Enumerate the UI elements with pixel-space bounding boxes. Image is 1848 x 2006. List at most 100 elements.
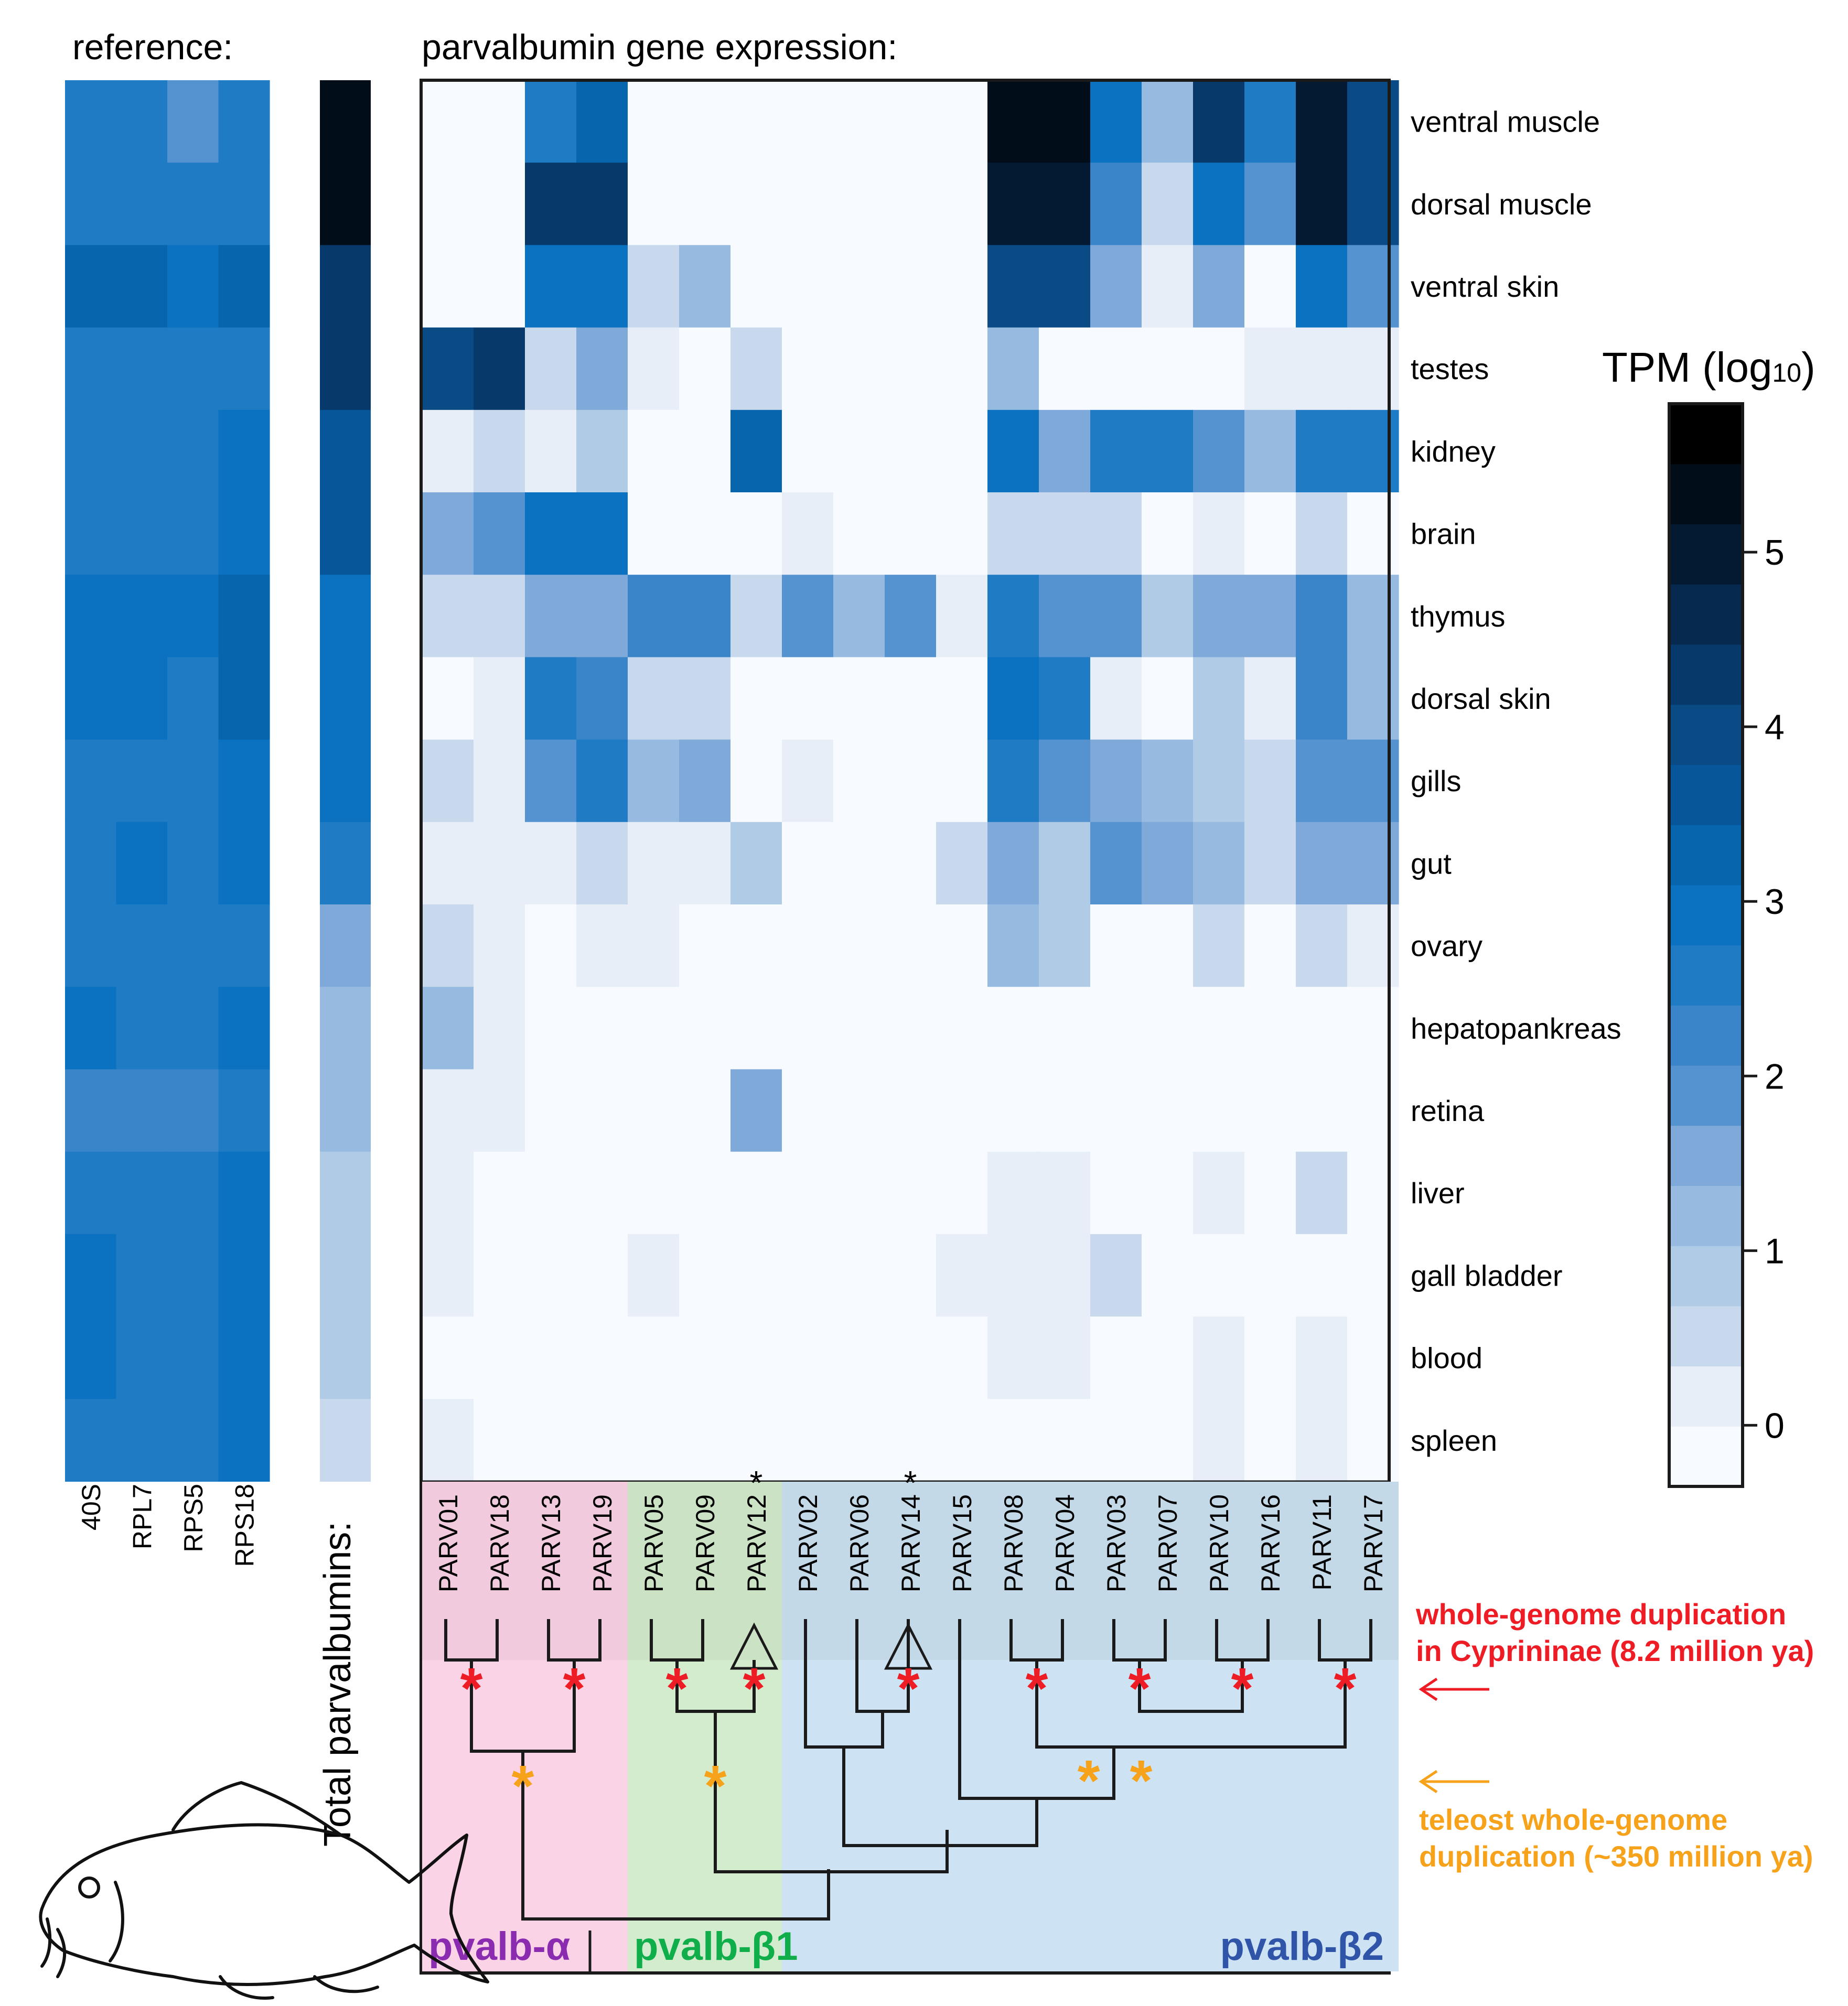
heatmap-cell	[422, 657, 474, 740]
tissue-label: gall bladder	[1411, 1259, 1563, 1292]
colorbar-bin	[1669, 945, 1743, 1006]
heatmap-cell	[1193, 1151, 1245, 1235]
reference-cell	[116, 987, 168, 1070]
heatmap-cell	[576, 987, 628, 1070]
colorbar-bin	[1669, 1366, 1743, 1427]
heatmap-cell	[1193, 409, 1245, 493]
heatmap-cell	[833, 327, 885, 411]
heatmap-cell	[1244, 1399, 1296, 1482]
tree-branch-b3	[714, 1711, 949, 1873]
heatmap-cell	[1296, 987, 1348, 1070]
heatmap-cell	[936, 409, 988, 493]
heatmap-cell	[679, 245, 731, 328]
heatmap-cell	[576, 163, 628, 245]
heatmap-cell	[628, 163, 680, 245]
heatmap-cell	[1039, 575, 1091, 657]
heatmap-cell	[1142, 409, 1194, 493]
heatmap-cell	[936, 1317, 988, 1399]
red-duplication-star: *	[1129, 1656, 1151, 1721]
heatmap-cell	[1193, 1317, 1245, 1399]
reference-cell	[65, 163, 117, 245]
heatmap-cell	[1296, 904, 1348, 987]
reference-cell	[167, 657, 219, 740]
heatmap-cell	[679, 904, 731, 987]
colorbar-bin	[1669, 584, 1743, 645]
heatmap-cell	[1296, 409, 1348, 493]
heatmap-cell	[833, 575, 885, 657]
gene-asterisk: *	[750, 1464, 763, 1502]
tissue-label: kidney	[1411, 435, 1496, 468]
heatmap-cell	[885, 904, 937, 987]
heatmap-cell	[525, 409, 577, 493]
heatmap-cell	[576, 904, 628, 987]
heatmap-cell	[679, 80, 731, 163]
heatmap-cell	[474, 409, 525, 493]
tissue-label: ovary	[1411, 930, 1482, 963]
heatmap-cell	[679, 1399, 731, 1482]
heatmap-cell	[1039, 1234, 1091, 1317]
heatmap-cell	[782, 245, 834, 328]
heatmap-cell	[1244, 904, 1296, 987]
heatmap-cell	[730, 904, 782, 987]
heatmap-cell	[1193, 1234, 1245, 1317]
heatmap-cell	[474, 492, 525, 575]
heatmap-cell	[1090, 1234, 1142, 1317]
reference-cell	[218, 657, 270, 740]
tissue-label: spleen	[1411, 1424, 1497, 1457]
heatmap-cell	[936, 245, 988, 328]
heatmap-cell	[576, 1399, 628, 1482]
heatmap-cell	[576, 739, 628, 823]
heatmap-cell	[525, 1151, 577, 1235]
heatmap-cell	[576, 245, 628, 328]
heatmap-cell	[422, 1151, 474, 1235]
colorbar-tick-label: 0	[1765, 1406, 1785, 1446]
heatmap-cell	[885, 245, 937, 328]
heatmap-cell	[1347, 987, 1399, 1070]
gene-label: PARV14	[896, 1494, 926, 1592]
colorbar-bin	[1669, 704, 1743, 765]
heatmap-cell	[1347, 1317, 1399, 1399]
heatmap-cell	[679, 739, 731, 823]
heatmap-cell	[422, 327, 474, 411]
heatmap-cell	[1039, 1151, 1091, 1235]
heatmap-cell	[833, 739, 885, 823]
total-cell	[320, 1399, 371, 1482]
heatmap-cell	[1090, 822, 1142, 905]
colorbar: 0 1 2 3 4 5	[1668, 402, 1785, 1488]
reference-cell	[65, 245, 117, 328]
heatmap-cell	[987, 739, 1039, 823]
heatmap-cell	[628, 987, 680, 1070]
heatmap-cell	[936, 1069, 988, 1152]
gene-label: PARV03	[1102, 1494, 1131, 1592]
heatmap-cell	[1193, 245, 1245, 328]
heatmap-cell	[1090, 904, 1142, 987]
heatmap-cell	[1039, 163, 1091, 245]
heatmap-cell	[936, 657, 988, 740]
heatmap-cell	[679, 1317, 731, 1399]
phylogenetic-tree	[444, 1619, 1372, 1921]
heatmap-cell	[1090, 575, 1142, 657]
reference-cell	[65, 327, 117, 411]
heatmap-cell	[628, 245, 680, 328]
heatmap-cell	[730, 409, 782, 493]
heatmap-cell	[1090, 657, 1142, 740]
heatmap-cell	[833, 80, 885, 163]
heatmap-cell	[936, 1151, 988, 1235]
heatmap-cell	[730, 327, 782, 411]
reference-cell	[218, 1399, 270, 1482]
heatmap-cell	[1296, 822, 1348, 905]
heatmap-cell	[576, 1151, 628, 1235]
heatmap-cell	[782, 987, 834, 1070]
reference-cell	[218, 492, 270, 575]
reference-cell	[65, 1317, 117, 1399]
heatmap-cell	[1244, 163, 1296, 245]
reference-cell	[167, 822, 219, 905]
heatmap-cell	[422, 739, 474, 823]
heatmap-cell	[1244, 657, 1296, 740]
heatmap-cell	[1090, 1399, 1142, 1482]
reference-cell	[65, 657, 117, 740]
reference-cell	[116, 245, 168, 328]
colorbar-bin	[1669, 404, 1743, 465]
heatmap-cell	[474, 163, 525, 245]
